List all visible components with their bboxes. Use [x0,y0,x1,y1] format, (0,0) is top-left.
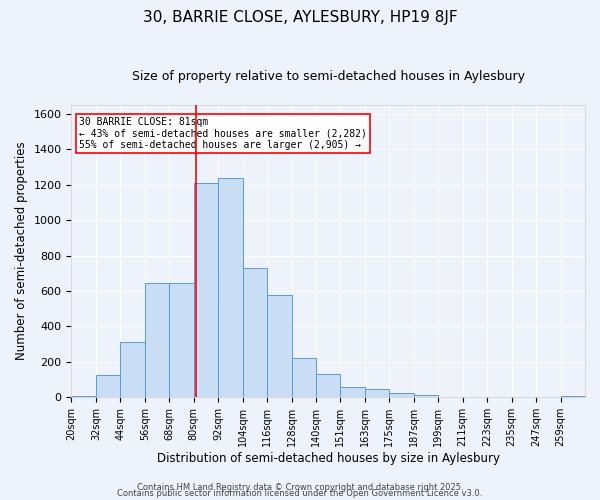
Bar [242,268,267,398]
Title: Size of property relative to semi-detached houses in Aylesbury: Size of property relative to semi-detach… [132,70,525,83]
Text: 30, BARRIE CLOSE, AYLESBURY, HP19 8JF: 30, BARRIE CLOSE, AYLESBURY, HP19 8JF [143,10,457,25]
Bar [292,358,316,398]
Bar [218,178,242,398]
Bar [169,283,194,398]
Bar [560,396,585,398]
Bar [145,283,169,398]
Bar [414,395,438,398]
X-axis label: Distribution of semi-detached houses by size in Aylesbury: Distribution of semi-detached houses by … [157,452,500,465]
Bar [121,342,145,398]
Y-axis label: Number of semi-detached properties: Number of semi-detached properties [15,142,28,360]
Bar [194,183,218,398]
Bar [316,374,340,398]
Bar [96,375,121,398]
Bar [71,396,96,398]
Bar [267,296,292,398]
Text: Contains public sector information licensed under the Open Government Licence v3: Contains public sector information licen… [118,490,482,498]
Bar [389,393,414,398]
Bar [365,389,389,398]
Bar [340,386,365,398]
Text: Contains HM Land Registry data © Crown copyright and database right 2025.: Contains HM Land Registry data © Crown c… [137,484,463,492]
Text: 30 BARRIE CLOSE: 81sqm
← 43% of semi-detached houses are smaller (2,282)
55% of : 30 BARRIE CLOSE: 81sqm ← 43% of semi-det… [79,116,367,150]
